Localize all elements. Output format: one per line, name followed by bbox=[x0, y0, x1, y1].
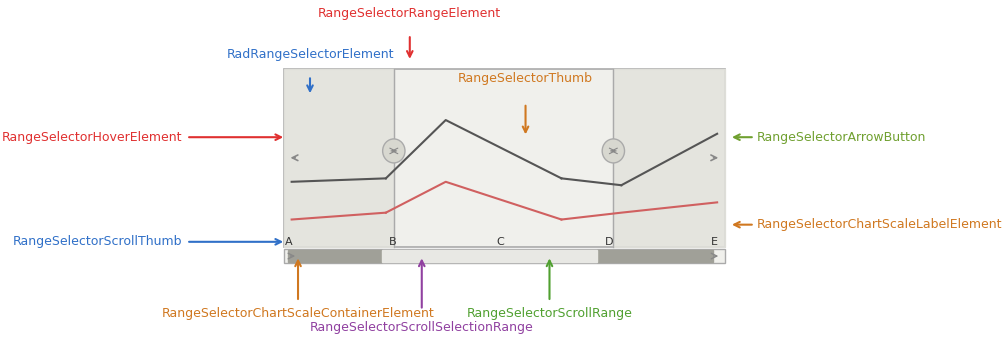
Bar bbox=[284, 69, 725, 247]
Text: RangeSelectorScrollThumb: RangeSelectorScrollThumb bbox=[13, 235, 182, 248]
Text: D: D bbox=[606, 237, 614, 247]
Bar bbox=[382, 250, 598, 262]
Text: C: C bbox=[496, 237, 504, 247]
Text: RadRangeSelectorElement: RadRangeSelectorElement bbox=[226, 48, 393, 61]
Ellipse shape bbox=[603, 139, 625, 163]
Bar bbox=[284, 69, 393, 247]
Text: A: A bbox=[285, 237, 293, 247]
Bar bbox=[288, 250, 382, 262]
Bar bbox=[614, 69, 725, 247]
Text: RangeSelectorRangeElement: RangeSelectorRangeElement bbox=[318, 7, 501, 20]
Text: RangeSelectorChartScaleContainerElement: RangeSelectorChartScaleContainerElement bbox=[162, 307, 435, 320]
Text: RangeSelectorChartScaleLabelElement: RangeSelectorChartScaleLabelElement bbox=[758, 218, 1003, 231]
Text: RangeSelectorArrowButton: RangeSelectorArrowButton bbox=[758, 131, 927, 144]
Text: RangeSelectorScrollSelectionRange: RangeSelectorScrollSelectionRange bbox=[310, 321, 533, 334]
Text: B: B bbox=[388, 237, 396, 247]
Text: E: E bbox=[711, 237, 718, 247]
Ellipse shape bbox=[382, 139, 405, 163]
Bar bbox=[284, 249, 725, 263]
Text: RangeSelectorScrollRange: RangeSelectorScrollRange bbox=[467, 307, 633, 320]
Text: RangeSelectorThumb: RangeSelectorThumb bbox=[458, 72, 594, 85]
Bar bbox=[598, 250, 713, 262]
Text: RangeSelectorHoverElement: RangeSelectorHoverElement bbox=[2, 131, 182, 144]
